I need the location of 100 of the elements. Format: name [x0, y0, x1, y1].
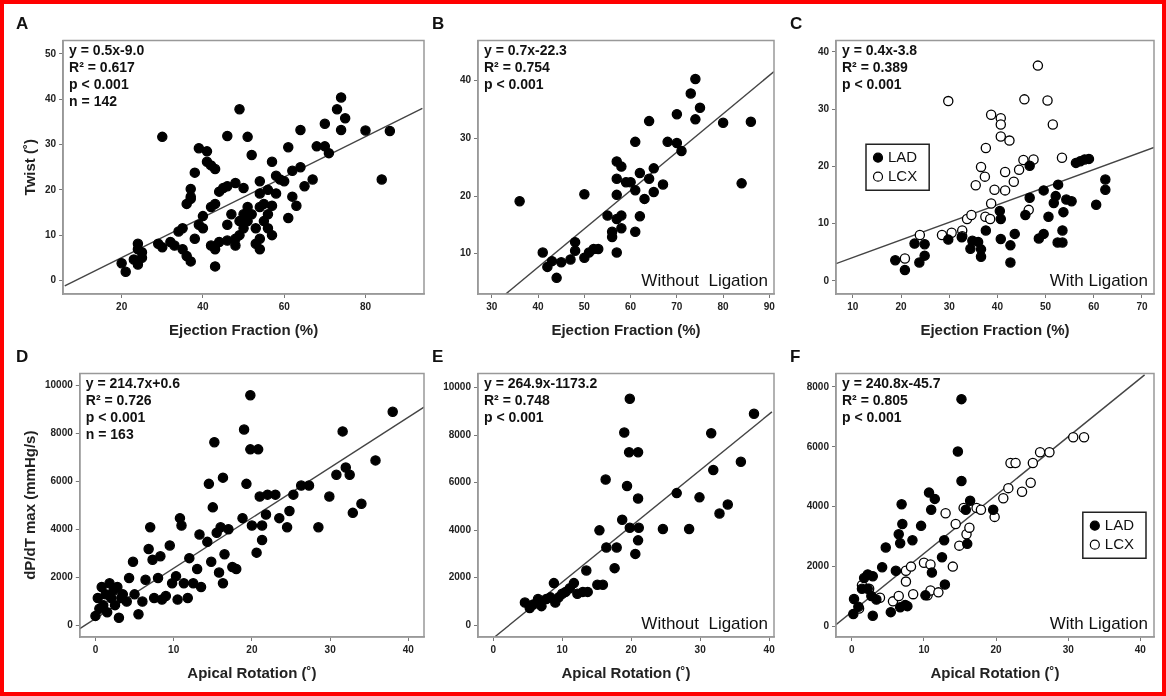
x-tick-label: 30	[486, 300, 498, 312]
annotation: p < 0.001	[69, 76, 129, 93]
x-tick-label: 70	[1136, 300, 1148, 312]
annotation: p < 0.001	[484, 409, 544, 426]
annotation: R² = 0.748	[484, 392, 550, 409]
x-axis-title: Apical Rotation (˚)	[561, 664, 691, 682]
x-tick-label: 40	[197, 300, 209, 312]
y-tick-label: 20	[817, 160, 830, 172]
x-tick-label: 60	[1088, 300, 1100, 312]
annotation: R² = 0.617	[69, 59, 136, 76]
x-tick-label: 40	[991, 300, 1004, 312]
annotation: n = 142	[69, 93, 118, 110]
annotation: y = 0.4x-3.8	[842, 42, 918, 59]
y-tick-label: 6000	[806, 440, 830, 452]
x-tick-label: 20	[895, 300, 908, 312]
x-tick-label: 0	[490, 643, 497, 655]
y-tick-label: 50	[45, 47, 57, 59]
y-tick-label: 8000	[50, 427, 74, 439]
x-tick-label: 0	[92, 643, 99, 655]
chart-title: F	[790, 346, 801, 366]
y-tick-label: 0	[823, 620, 830, 632]
x-tick-label: 0	[849, 643, 856, 655]
y-tick-label: 2000	[448, 571, 472, 583]
y-tick-label: 20	[459, 189, 472, 201]
y-tick-label: 4000	[50, 522, 74, 534]
y-tick-label: 10	[45, 228, 57, 240]
x-tick-label: 80	[717, 300, 730, 312]
chart-title: C	[790, 13, 803, 33]
annotation: y = 0.7x-22.3	[484, 42, 568, 59]
x-tick-label: 30	[943, 300, 956, 312]
annotation: n = 163	[85, 426, 134, 443]
x-tick-label: 70	[671, 300, 683, 312]
x-tick-label: 30	[324, 643, 337, 655]
x-tick-label: 40	[763, 643, 776, 655]
y-tick-label: 40	[459, 74, 472, 86]
chart-title: A	[16, 13, 29, 33]
x-axis-title: Apical Rotation (˚)	[930, 664, 1060, 682]
chart-title: D	[16, 346, 29, 366]
x-axis-title: Ejection Fraction (%)	[551, 321, 701, 339]
x-tick-label: 30	[694, 643, 707, 655]
y-tick-label: 0	[50, 274, 57, 286]
chart-title: B	[432, 13, 445, 33]
y-axis-title: Twist (˚)	[21, 139, 39, 196]
x-axis-title: Ejection Fraction (%)	[168, 321, 319, 339]
y-axis-title: dP/dT max (mmHg/s)	[21, 430, 39, 580]
annotation: R² = 0.726	[85, 392, 152, 409]
y-tick-label: 10000	[45, 379, 74, 391]
y-tick-label: 20	[45, 183, 57, 195]
text: Without Ligation	[641, 271, 768, 291]
y-tick-label: 4000	[448, 523, 472, 535]
y-tick-label: 0	[823, 274, 830, 286]
annotation: R² = 0.389	[842, 59, 908, 76]
y-tick-label: 6000	[448, 476, 472, 488]
annotation: p < 0.001	[842, 409, 902, 426]
x-tick-label: 40	[1134, 643, 1147, 655]
annotation: y = 214.7x+0.6	[85, 375, 181, 392]
text: With Ligation	[1049, 614, 1148, 634]
x-tick-label: 40	[532, 300, 545, 312]
legend-label: LAD	[888, 147, 918, 165]
x-axis-title: Apical Rotation (˚)	[187, 664, 317, 682]
x-tick-label: 80	[359, 300, 372, 312]
y-tick-label: 8000	[806, 380, 830, 392]
text: Without Ligation	[641, 614, 768, 634]
x-tick-label: 10	[847, 300, 859, 312]
x-tick-label: 10	[556, 643, 569, 655]
y-tick-label: 0	[465, 618, 472, 630]
text: With Ligation	[1049, 271, 1148, 291]
y-tick-label: 40	[45, 93, 57, 105]
y-tick-label: 0	[67, 618, 74, 630]
annotation: R² = 0.754	[484, 59, 550, 76]
y-tick-label: 30	[817, 102, 830, 114]
y-tick-label: 40	[817, 45, 830, 57]
y-tick-label: 8000	[448, 428, 472, 440]
annotation: R² = 0.805	[842, 392, 908, 409]
y-tick-label: 10000	[443, 381, 472, 393]
x-tick-label: 10	[168, 643, 180, 655]
annotation: y = 264.9x-1173.2	[484, 375, 598, 392]
x-tick-label: 20	[625, 643, 638, 655]
x-tick-label: 60	[278, 300, 291, 312]
y-tick-label: 30	[459, 132, 472, 144]
chart-title: E	[432, 346, 444, 366]
annotation: y = 0.5x-9.0	[69, 42, 145, 59]
legend-label: LCX	[1104, 534, 1135, 552]
y-tick-label: 30	[45, 138, 57, 150]
y-tick-label: 2000	[50, 570, 74, 582]
annotation: p < 0.001	[484, 76, 544, 93]
y-tick-label: 4000	[806, 500, 830, 512]
x-tick-label: 50	[578, 300, 591, 312]
x-tick-label: 90	[763, 300, 776, 312]
x-tick-label: 20	[246, 643, 258, 655]
x-tick-label: 20	[990, 643, 1003, 655]
annotation: y = 240.8x-45.7	[842, 375, 941, 392]
x-tick-label: 40	[402, 643, 415, 655]
x-tick-label: 30	[1062, 643, 1075, 655]
x-tick-label: 50	[1040, 300, 1052, 312]
annotation: p < 0.001	[85, 409, 146, 426]
x-axis-title: Ejection Fraction (%)	[920, 321, 1070, 339]
x-tick-label: 10	[918, 643, 930, 655]
legend-label: LCX	[888, 166, 918, 184]
y-tick-label: 6000	[50, 474, 74, 486]
